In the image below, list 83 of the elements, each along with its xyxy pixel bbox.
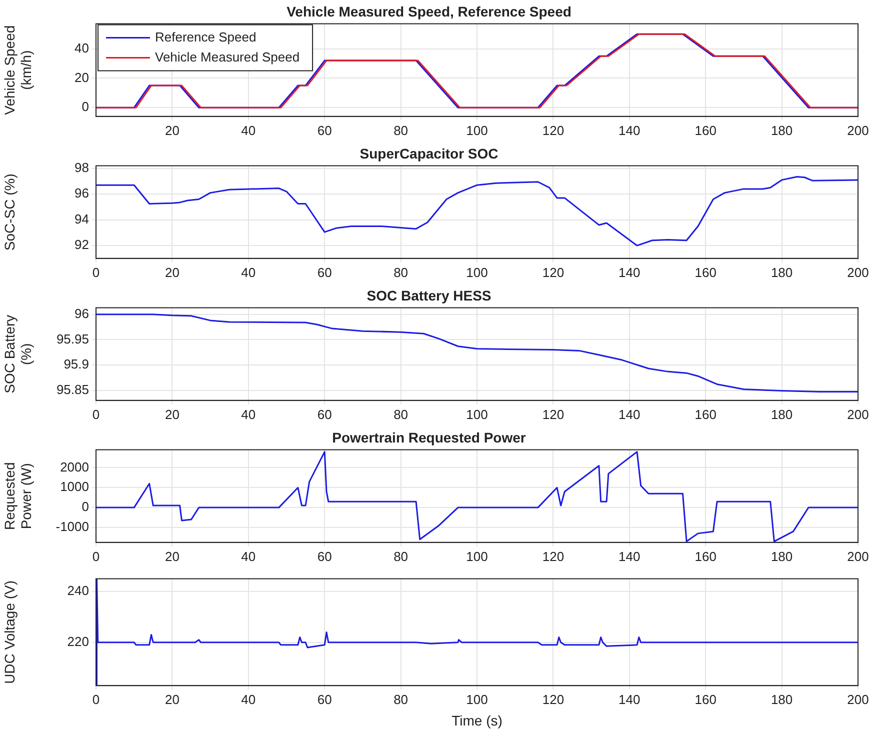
x-tick-label: 100: [466, 122, 488, 138]
x-tick-label: 80: [394, 548, 408, 564]
x-tick-label: 120: [542, 122, 564, 138]
y-tick-label: 95.9: [64, 356, 89, 372]
x-tick-label: 160: [694, 122, 716, 138]
x-tick-label: 160: [694, 692, 716, 707]
x-tick-label: 0: [92, 692, 100, 707]
y-tick-label: 98: [74, 160, 89, 175]
x-axis-title: Time (s): [452, 712, 502, 728]
y-tick-label: 95.95: [56, 331, 89, 346]
x-tick-label: 80: [394, 692, 408, 707]
x-tick-label: 180: [770, 692, 793, 707]
x-tick-label: 140: [618, 548, 640, 564]
x-tick-label: 40: [241, 122, 256, 138]
y-tick-label: 96: [74, 306, 89, 321]
y-axis-title: SOC Battery (%): [1, 314, 34, 394]
x-tick-label: 140: [618, 692, 640, 707]
x-tick-label: 120: [542, 406, 564, 422]
x-tick-label: 80: [394, 122, 408, 138]
x-tick-label: 200: [847, 264, 869, 280]
x-tick-label: 200: [847, 692, 869, 707]
y-axis-title: Requested Power (W): [1, 462, 34, 530]
x-tick-label: 100: [466, 548, 488, 564]
y-tick-label: 96: [74, 186, 89, 201]
y-tick-label: 0: [82, 99, 89, 114]
y-tick-label: -1000: [56, 519, 89, 534]
x-tick-label: 180: [770, 122, 793, 138]
x-tick-label: 20: [164, 692, 180, 707]
x-tick-label: 0: [92, 548, 100, 564]
chart-title: Powertrain Requested Power: [332, 429, 526, 446]
x-tick-label: 20: [164, 548, 180, 564]
x-tick-label: 80: [394, 264, 408, 280]
y-tick-label: 95.85: [56, 382, 89, 397]
y-tick-label: 220: [67, 634, 89, 649]
x-tick-label: 20: [164, 264, 180, 280]
y-tick-label: 20: [74, 70, 89, 85]
legend-label: Vehicle Measured Speed: [155, 49, 300, 64]
x-tick-label: 160: [694, 264, 716, 280]
x-tick-label: 0: [92, 264, 100, 280]
x-tick-label: 120: [542, 264, 564, 280]
y-tick-label: 2000: [60, 459, 89, 474]
x-tick-label: 180: [770, 264, 793, 280]
y-tick-label: 40: [74, 40, 89, 56]
x-tick-label: 200: [847, 122, 869, 138]
x-tick-label: 0: [92, 406, 100, 422]
x-tick-label: 140: [618, 122, 640, 138]
x-tick-label: 160: [694, 406, 716, 422]
x-tick-label: 140: [618, 406, 640, 422]
x-tick-label: 60: [317, 406, 332, 422]
y-tick-label: 0: [82, 499, 89, 514]
x-tick-label: 80: [394, 406, 408, 422]
x-tick-label: 160: [694, 548, 716, 564]
x-tick-label: 200: [847, 548, 869, 564]
chart-title: SOC Battery HESS: [366, 287, 492, 304]
x-tick-label: 200: [847, 406, 869, 422]
x-tick-label: 180: [770, 548, 793, 564]
x-tick-label: 140: [618, 264, 640, 280]
x-tick-label: 20: [164, 122, 180, 138]
x-tick-label: 60: [317, 548, 332, 564]
x-tick-label: 100: [466, 406, 488, 422]
chart-title: SuperCapacitor SOC: [360, 145, 498, 162]
legend-label: Reference Speed: [155, 29, 256, 44]
y-axis-title: UDC Voltage (V): [1, 580, 18, 684]
x-tick-label: 20: [164, 406, 180, 422]
x-tick-label: 60: [317, 122, 332, 138]
x-tick-label: 40: [241, 692, 256, 707]
x-tick-label: 40: [241, 548, 256, 564]
x-tick-label: 100: [466, 692, 488, 707]
y-tick-label: 1000: [60, 479, 89, 494]
x-tick-label: 100: [466, 264, 488, 280]
y-tick-label: 92: [74, 237, 89, 252]
y-tick-label: 94: [74, 211, 89, 226]
x-tick-label: 120: [542, 548, 564, 564]
x-tick-label: 180: [770, 406, 793, 422]
x-tick-label: 60: [317, 692, 332, 707]
chart-title: Vehicle Measured Speed, Reference Speed: [286, 3, 572, 20]
x-tick-label: 60: [317, 264, 332, 280]
y-tick-label: 240: [67, 583, 89, 598]
y-axis-title: Vehicle Speed (km/h): [1, 25, 34, 115]
x-tick-label: 40: [241, 264, 256, 280]
x-tick-label: 120: [542, 692, 564, 707]
x-tick-label: 40: [241, 406, 256, 422]
y-axis-title: SoC-SC (%): [1, 174, 18, 251]
